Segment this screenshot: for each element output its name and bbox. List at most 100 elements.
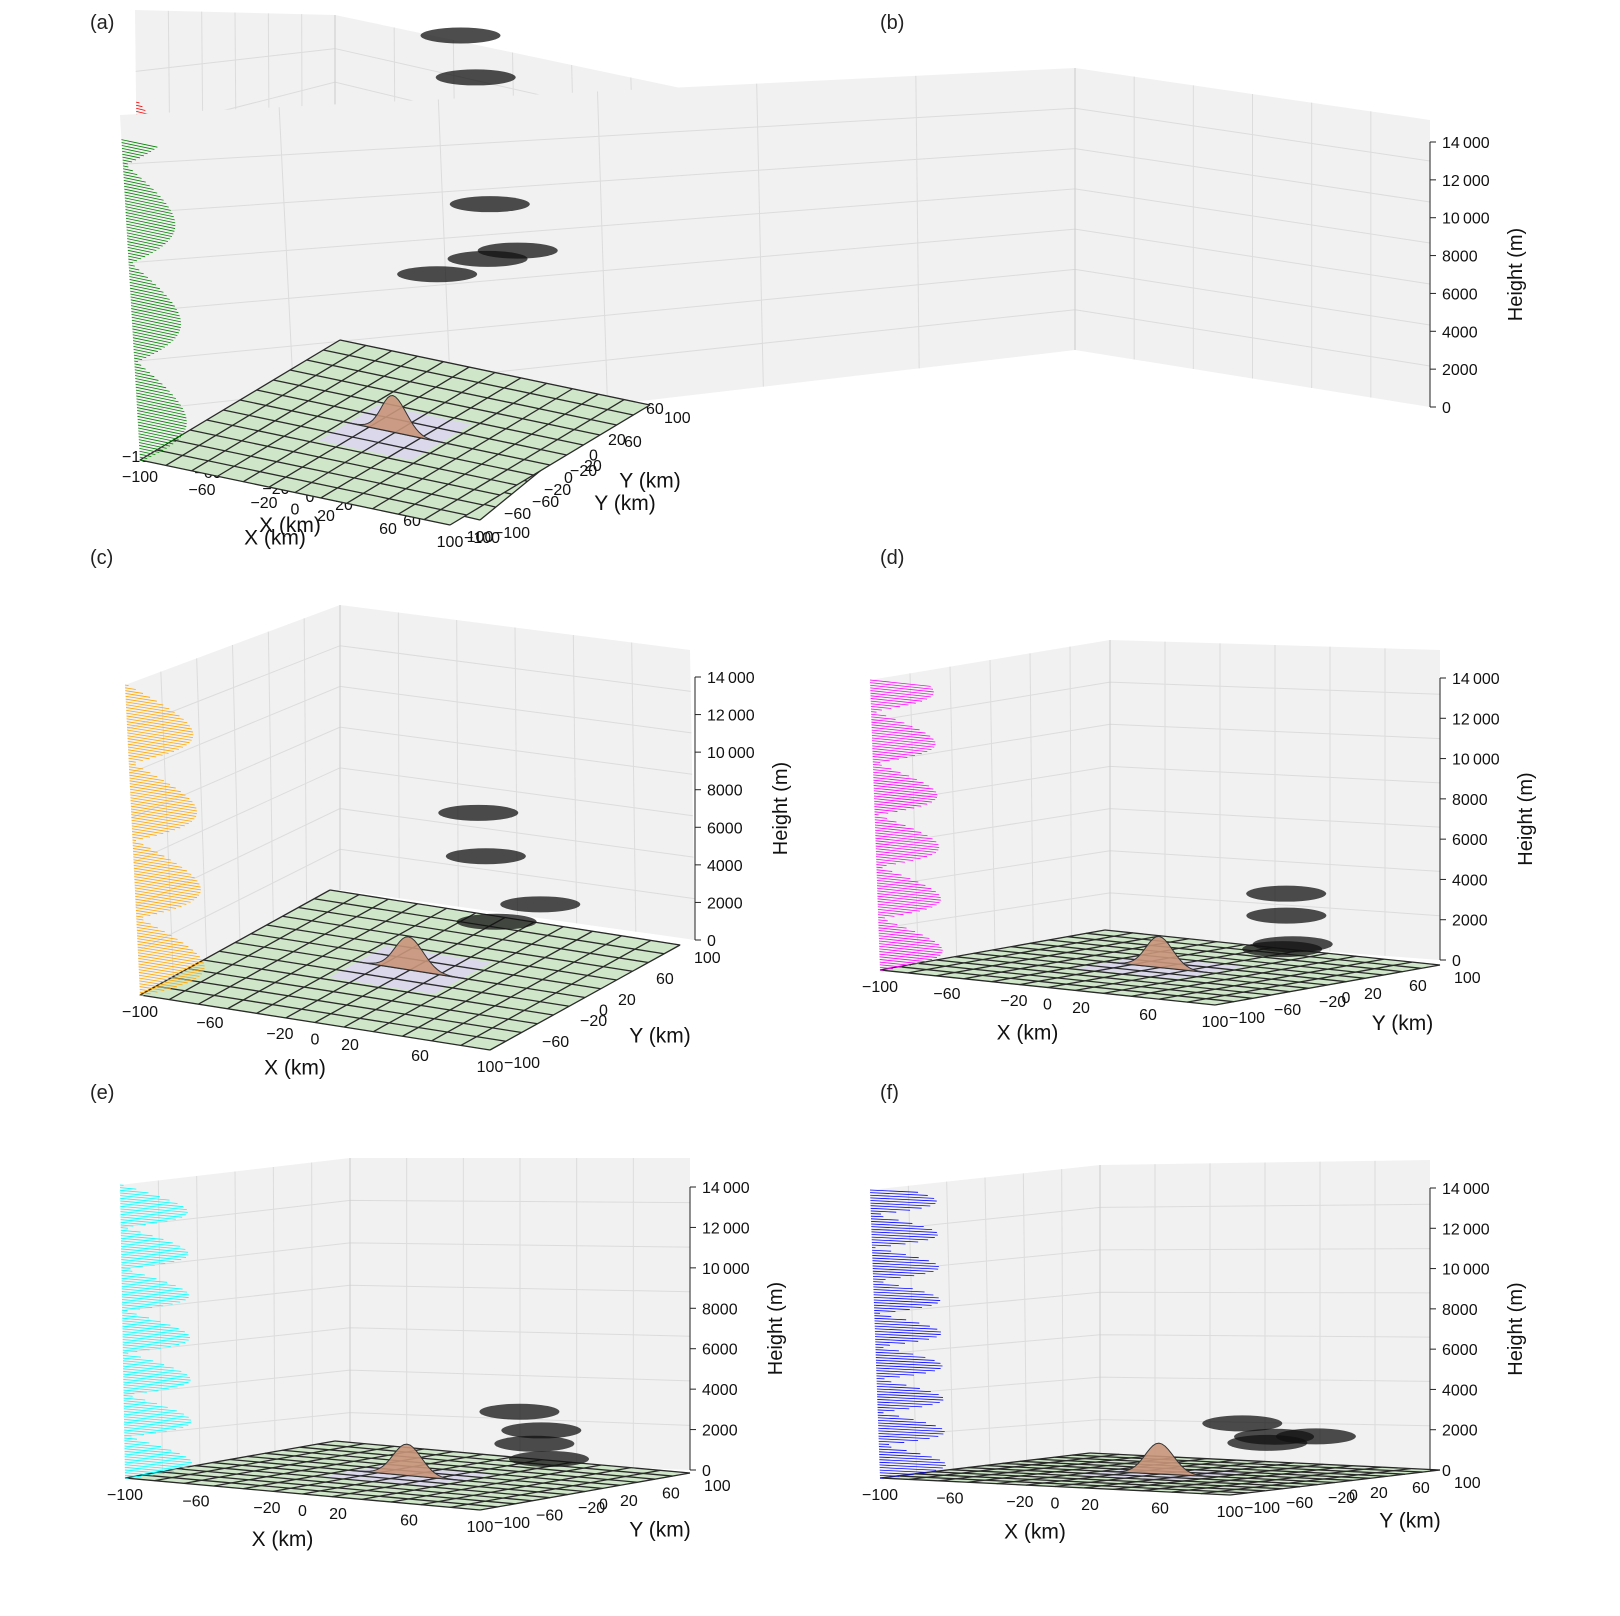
wind-vector	[122, 150, 144, 157]
x-tick-label: 20	[1081, 1497, 1099, 1514]
wind-vector	[121, 1272, 145, 1276]
y-axis-label: Y (km)	[629, 1025, 690, 1048]
wind-vector	[123, 1387, 159, 1391]
particle-cloud	[435, 69, 516, 86]
wind-vector	[123, 1400, 158, 1405]
wind-vector	[876, 874, 911, 879]
wind-vector	[125, 701, 170, 710]
wind-vector	[130, 296, 175, 307]
wind-vector	[139, 453, 152, 458]
wind-vector	[125, 698, 164, 706]
z-tick-label: 8000	[1452, 792, 1488, 809]
wind-vector	[870, 1215, 884, 1218]
x-tick-label: −20	[1006, 1494, 1033, 1511]
wind-vector	[127, 743, 175, 752]
wind-vector	[121, 1283, 183, 1290]
wind-vector	[872, 1255, 919, 1259]
particle-cloud	[438, 804, 519, 821]
wind-vector	[128, 749, 163, 756]
mountain	[1100, 935, 1220, 975]
wind-vector	[121, 1259, 166, 1264]
wind-vector	[873, 787, 938, 796]
wind-vector	[120, 1232, 153, 1237]
wind-vector	[122, 1307, 141, 1310]
wind-vector	[121, 1256, 175, 1263]
wind-vector	[872, 1262, 939, 1267]
wind-vector	[124, 1442, 161, 1448]
wind-profile	[121, 139, 187, 462]
wind-vector	[124, 197, 169, 208]
wind-vector	[131, 313, 182, 326]
wind-vector	[137, 421, 185, 433]
wind-vector	[870, 687, 934, 695]
wind-vector	[877, 906, 920, 912]
wind-vector	[123, 1363, 174, 1369]
wind-vector	[873, 1291, 934, 1296]
wind-vector	[879, 1461, 946, 1466]
wind-vector	[123, 168, 133, 172]
wind-vector	[126, 229, 171, 240]
z-tick-label: 14 000	[702, 1180, 750, 1197]
wind-vector	[874, 1315, 892, 1317]
wind-vector	[873, 795, 932, 803]
x-tick-label: 0	[306, 489, 315, 506]
pane-gridline	[196, 658, 208, 961]
wind-vector	[872, 763, 882, 766]
wind-vector	[875, 1362, 943, 1367]
wind-vector	[871, 729, 931, 737]
left-back-pane	[870, 1165, 1100, 1478]
pane-gridline	[1022, 1173, 1028, 1468]
pane-gridline	[272, 1166, 276, 1463]
z-tick-label: 8000	[1442, 249, 1478, 266]
z-tick-label: 2000	[1452, 913, 1488, 930]
wind-vector	[121, 1301, 164, 1307]
wind-vector	[875, 850, 928, 858]
wind-vector	[873, 1294, 939, 1299]
wind-vector	[126, 223, 174, 235]
wind-vector	[872, 1268, 934, 1272]
wind-vector	[136, 407, 187, 419]
wind-vector	[878, 940, 942, 948]
wind-vector	[139, 991, 151, 995]
wind-vector	[130, 293, 173, 304]
wind-vector	[123, 1368, 187, 1375]
wind-vector	[878, 1438, 919, 1442]
wind-vector	[876, 1385, 920, 1389]
x-tick-label: 100	[437, 534, 464, 551]
wind-vector	[871, 1234, 935, 1238]
wind-vector	[873, 779, 930, 787]
wind-vector	[127, 729, 192, 741]
wind-vector	[133, 856, 177, 865]
wind-vector	[132, 836, 144, 840]
wind-vector	[123, 1416, 192, 1424]
wind-vector	[127, 746, 169, 754]
wind-vector	[121, 1280, 176, 1287]
wind-vector	[121, 1291, 189, 1298]
wind-vector	[124, 188, 161, 198]
wind-vector	[874, 811, 889, 814]
wind-vector	[127, 735, 187, 746]
wind-vector	[873, 1278, 886, 1281]
wind-vector	[128, 763, 136, 766]
x-tick-label: 20	[329, 1506, 347, 1523]
wind-vector	[139, 447, 160, 453]
pane-gridline	[160, 671, 174, 978]
wind-vector	[122, 1336, 186, 1343]
right-back-pane	[340, 605, 695, 940]
wind-vector	[875, 1359, 941, 1364]
wind-vector	[877, 893, 941, 901]
particle-plume	[438, 804, 581, 930]
ground-gridline	[460, 939, 652, 1046]
wind-vector	[878, 1448, 907, 1451]
wind-vector	[121, 1269, 133, 1272]
wind-vector	[877, 1396, 944, 1401]
wind-vector	[877, 1409, 895, 1412]
wind-vector	[126, 220, 175, 232]
wind-vector	[129, 786, 186, 796]
wind-vector	[874, 1333, 937, 1338]
z-tick-label: 2000	[1442, 362, 1478, 379]
z-tick-label: 6000	[1442, 286, 1478, 303]
ground-gridline	[1072, 1454, 1423, 1473]
wind-vector	[878, 1425, 943, 1430]
y-tick-label: 0	[589, 448, 598, 465]
